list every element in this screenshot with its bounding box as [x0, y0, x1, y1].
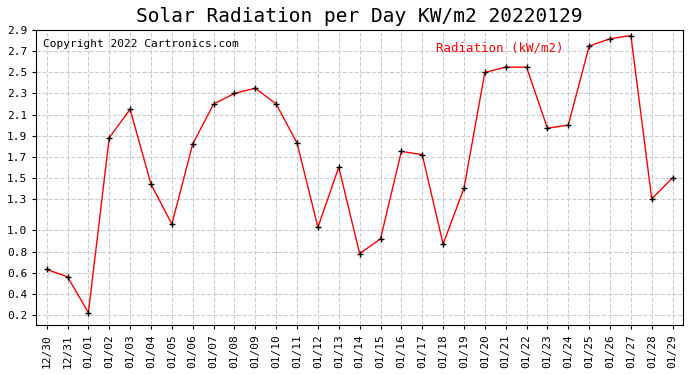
Radiation (kW/m2) — [355, 251, 364, 256]
Radiation (kW/m2) — [439, 242, 447, 246]
Radiation (kW/m2) — [648, 196, 656, 201]
Radiation (kW/m2) — [627, 33, 635, 38]
Radiation (kW/m2) — [293, 141, 301, 145]
Radiation (kW/m2) — [460, 186, 468, 190]
Radiation (kW/m2) — [251, 86, 259, 90]
Radiation (kW/m2) — [230, 91, 239, 96]
Radiation (kW/m2) — [43, 267, 51, 272]
Radiation (kW/m2) — [585, 44, 593, 48]
Radiation (kW/m2) — [272, 102, 280, 106]
Radiation (kW/m2) — [188, 142, 197, 146]
Radiation (kW/m2) — [335, 165, 343, 170]
Title: Solar Radiation per Day KW/m2 20220129: Solar Radiation per Day KW/m2 20220129 — [137, 7, 583, 26]
Radiation (kW/m2) — [105, 135, 113, 140]
Radiation (kW/m2) — [606, 36, 614, 41]
Radiation (kW/m2) — [376, 237, 384, 241]
Radiation (kW/m2) — [84, 310, 92, 315]
Radiation (kW/m2) — [147, 182, 155, 186]
Radiation (kW/m2) — [481, 70, 489, 75]
Line: Radiation (kW/m2): Radiation (kW/m2) — [43, 32, 676, 316]
Radiation (kW/m2) — [397, 149, 406, 154]
Radiation (kW/m2) — [502, 65, 510, 69]
Radiation (kW/m2) — [418, 152, 426, 157]
Radiation (kW/m2) — [564, 123, 573, 128]
Legend: Radiation (kW/m2): Radiation (kW/m2) — [431, 36, 568, 60]
Text: Copyright 2022 Cartronics.com: Copyright 2022 Cartronics.com — [43, 39, 239, 49]
Radiation (kW/m2) — [543, 126, 551, 130]
Radiation (kW/m2) — [63, 274, 72, 279]
Radiation (kW/m2) — [314, 225, 322, 230]
Radiation (kW/m2) — [669, 176, 677, 180]
Radiation (kW/m2) — [522, 65, 531, 69]
Radiation (kW/m2) — [126, 107, 135, 111]
Radiation (kW/m2) — [210, 102, 218, 106]
Radiation (kW/m2) — [168, 222, 176, 226]
